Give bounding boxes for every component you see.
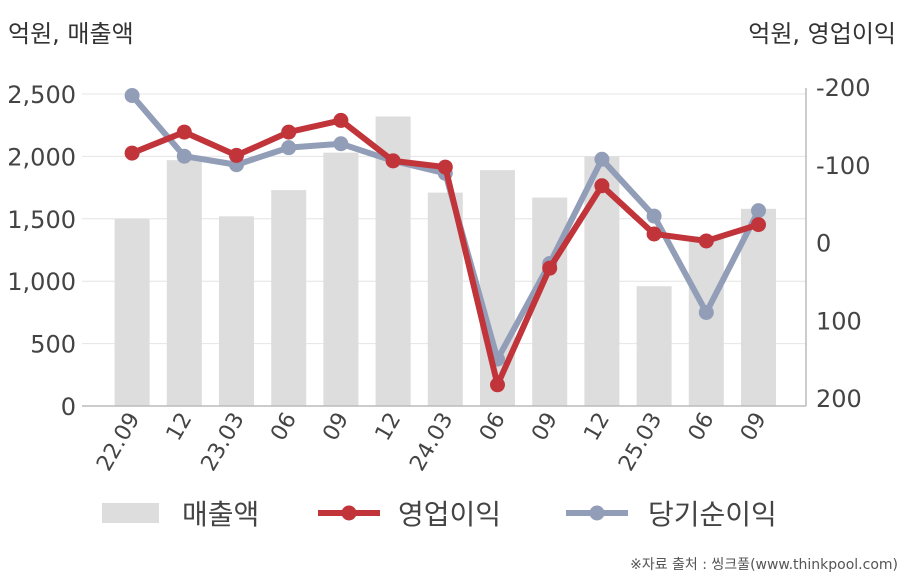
legend-label-operating-profit: 영업이익 [398,498,501,531]
left-axis-unit-label: 억원, 매출액 [8,20,134,48]
right-tick-label: 0 [816,230,831,258]
revenue-bar [114,218,150,406]
left-tick-label: 500 [30,331,76,359]
x-tick-label: 06 [684,409,720,446]
net-income-point [124,88,140,104]
operating-profit-point [385,153,401,169]
right-tick-label: -200 [816,74,870,102]
operating-profit-point [281,124,297,140]
x-tick-label: 12 [371,409,407,446]
net-income-point [176,148,192,164]
operating-profit-point [751,217,766,233]
x-tick-label: 23.03 [197,409,250,476]
right-tick-label: 200 [816,385,862,413]
x-tick-label: 09 [527,409,563,446]
revenue-bar [688,236,724,406]
revenue-bar [532,197,568,406]
operating-profit-point [594,178,610,194]
revenue-bar [166,160,202,406]
left-tick-label: 1,000 [7,268,76,296]
net-income-point [698,304,714,320]
x-tick-label: 12 [162,409,198,446]
net-income-point [751,203,766,219]
revenue-bar [636,286,672,406]
net-income-point [333,136,349,152]
operating-profit-point [229,147,244,163]
legend-marker-net-income [589,505,605,521]
source-note: ※자료 출처 : 씽크풀(www.thinkpool.com) [630,557,898,573]
operating-profit-point [437,159,453,175]
left-tick-label: 1,500 [7,206,76,234]
net-income-point [646,208,662,224]
operating-profit-point [646,226,662,242]
operating-profit-point [124,145,140,161]
left-tick-label: 0 [61,393,76,421]
operating-profit-point [542,260,558,276]
x-tick-label: 06 [475,409,511,446]
x-tick-label: 24.03 [405,409,458,476]
right-tick-label: -100 [816,152,870,180]
legend-marker-operating-profit [341,505,357,521]
x-tick-label: 22.09 [92,409,145,476]
revenue-bar [741,208,776,406]
operating-profit-point [698,233,714,249]
revenue-bar [219,216,254,406]
x-tick-label: 25.03 [614,409,667,476]
operating-profit-point [176,124,192,140]
right-tick-label: 100 [816,307,862,335]
revenue-bar [323,152,359,406]
revenue-bar [271,190,307,406]
revenue-bar [480,170,515,406]
operating-profit-point [490,377,505,393]
operating-profit-point [333,112,349,128]
right-axis-unit-label: 억원, 영업이익 [748,20,896,48]
legend-swatch-revenue [102,503,159,523]
net-income-point [281,140,297,156]
left-tick-label: 2,500 [7,81,76,109]
net-income-point [594,151,610,167]
legend-label-revenue: 매출액 [182,498,259,531]
x-tick-label: 06 [266,409,302,446]
legend-label-net-income: 당기순이익 [648,498,777,531]
x-tick-label: 12 [579,409,615,446]
x-tick-label: 09 [736,409,772,446]
x-tick-label: 09 [318,409,354,446]
left-tick-label: 2,000 [7,143,76,171]
